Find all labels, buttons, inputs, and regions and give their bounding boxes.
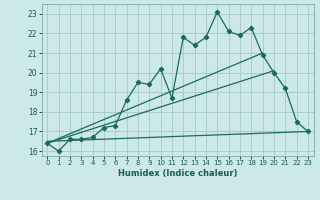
X-axis label: Humidex (Indice chaleur): Humidex (Indice chaleur) — [118, 169, 237, 178]
